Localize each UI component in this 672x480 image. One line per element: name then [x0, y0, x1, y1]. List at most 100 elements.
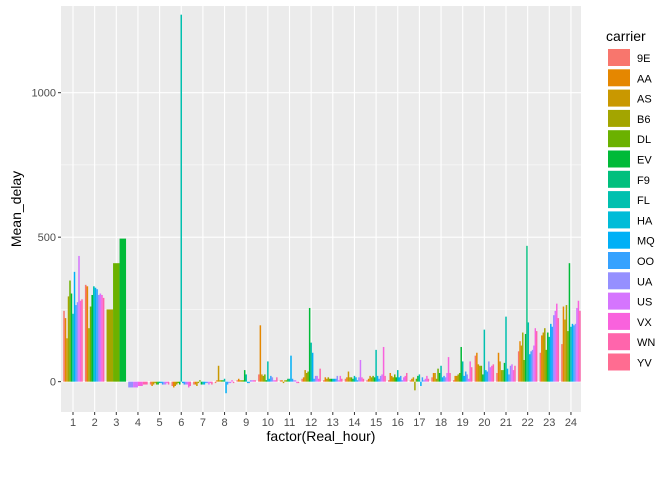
bar-OO-15	[378, 378, 380, 382]
bar-FL-24	[570, 326, 572, 382]
bar-UA-16	[401, 380, 403, 382]
bar-B6-18	[435, 378, 438, 382]
bar-MQ-11	[290, 355, 292, 382]
bar-AA-23	[541, 335, 543, 382]
bar-9E-23	[539, 352, 542, 382]
y-axis: 0 500 1000	[32, 88, 61, 389]
bar-9E-8	[214, 381, 217, 384]
bars	[63, 14, 581, 394]
bar-VX-18	[447, 357, 450, 382]
bar-FL-18	[440, 365, 442, 382]
bar-FL-12	[310, 342, 312, 382]
x-tick-label: 20	[478, 417, 490, 429]
bar-FL-11	[288, 378, 291, 382]
bar-EV-12	[308, 307, 311, 382]
bar-AS-13	[326, 378, 328, 382]
bar-OO-1	[75, 305, 77, 382]
bar-9E-7	[193, 381, 195, 385]
bar-B6-12	[305, 372, 308, 382]
bar-AA-1	[64, 318, 67, 382]
bar-EV-23	[547, 332, 549, 382]
bar-9E-2	[84, 284, 87, 382]
bar-US-11	[294, 380, 297, 382]
bar-DL-11	[285, 380, 288, 382]
y-axis-title: Mean_delay	[8, 171, 24, 247]
bar-B6-2	[88, 328, 90, 382]
legend: carrier 9E AA AS B6 DL EV F9 FL HA MQ OO UA US VX WN YV	[606, 28, 655, 371]
bar-EV-3	[119, 238, 127, 382]
bar-B6-1	[67, 296, 70, 382]
bar-FL-19	[461, 361, 464, 382]
x-tick-label: 8	[221, 417, 227, 429]
bar-MQ-12	[311, 352, 314, 382]
x-tick-label: 18	[435, 417, 447, 429]
bar-WN-21	[514, 365, 516, 382]
bar-US-22	[533, 345, 535, 382]
bar-WN-13	[341, 378, 343, 382]
bar-9E-21	[496, 372, 498, 382]
bar-UA-11	[293, 380, 295, 382]
bar-UA-21	[509, 365, 512, 382]
bar-MQ-21	[506, 368, 509, 382]
bar-VX-19	[469, 361, 471, 382]
bar-WN-11	[297, 381, 300, 384]
bar-US-2	[99, 293, 102, 382]
bar-WN-14	[362, 378, 365, 382]
bar-OO-18	[443, 375, 445, 382]
bar-B6-7	[197, 381, 200, 384]
bar-AA-24	[562, 306, 565, 382]
bar-AA-9	[237, 378, 240, 382]
legend-label-FL: FL	[637, 195, 650, 207]
bar-UA-14	[358, 377, 360, 382]
bar-WN-1	[81, 299, 83, 382]
bar-UA-8	[228, 381, 230, 384]
bar-FL-16	[397, 370, 399, 382]
bar-OO-8	[226, 381, 229, 385]
legend-label-AA: AA	[637, 73, 652, 85]
bar-OO-14	[356, 380, 359, 382]
bar-EV-13	[330, 378, 333, 382]
bar-FL-8	[223, 378, 226, 382]
bar-DL-21	[502, 370, 504, 382]
bar-DL-5	[155, 381, 158, 385]
minor-gridlines	[61, 164, 581, 310]
bar-UA-19	[466, 374, 468, 382]
bar-DL-6	[177, 381, 179, 384]
bar-EV-20	[482, 374, 484, 382]
legend-key-B6	[608, 109, 630, 127]
y-tick-label: 1000	[32, 88, 56, 100]
bar-UA-7	[206, 381, 209, 384]
bar-AA-19	[454, 375, 456, 382]
bar-FL-2	[93, 286, 95, 382]
legend-label-YV: YV	[637, 358, 652, 370]
bar-VX-23	[556, 303, 558, 382]
legend-key-WN	[608, 333, 630, 351]
bar-B6-11	[284, 380, 286, 382]
bar-AS-8	[217, 365, 220, 382]
legend-label-MQ: MQ	[637, 236, 655, 248]
legend-key-YV	[608, 353, 630, 371]
bar-DL-22	[523, 359, 525, 382]
bar-AS-7	[196, 381, 198, 386]
bar-US-21	[511, 364, 513, 382]
bar-DL-15	[372, 375, 374, 382]
bar-AS-22	[520, 345, 523, 382]
legend-key-FL	[608, 191, 630, 209]
bar-AA-21	[497, 352, 500, 382]
legend-key-HA	[608, 211, 630, 229]
bar-AS-20	[477, 364, 480, 382]
bar-EV-14	[352, 378, 354, 382]
bar-WN-5	[167, 381, 170, 385]
bar-EV-11	[287, 378, 289, 382]
bar-9E-11	[279, 380, 282, 382]
legend-key-MQ	[608, 231, 630, 249]
bar-WN-23	[557, 318, 560, 382]
bar-EV-10	[265, 380, 268, 382]
bar-B6-19	[457, 374, 459, 382]
bar-9E-17	[409, 380, 412, 382]
legend-label-WN: WN	[637, 337, 655, 349]
bar-MQ-1	[73, 271, 76, 382]
bar-DL-23	[545, 349, 548, 382]
bar-AA-16	[389, 372, 392, 382]
bar-DL-10	[264, 374, 266, 382]
